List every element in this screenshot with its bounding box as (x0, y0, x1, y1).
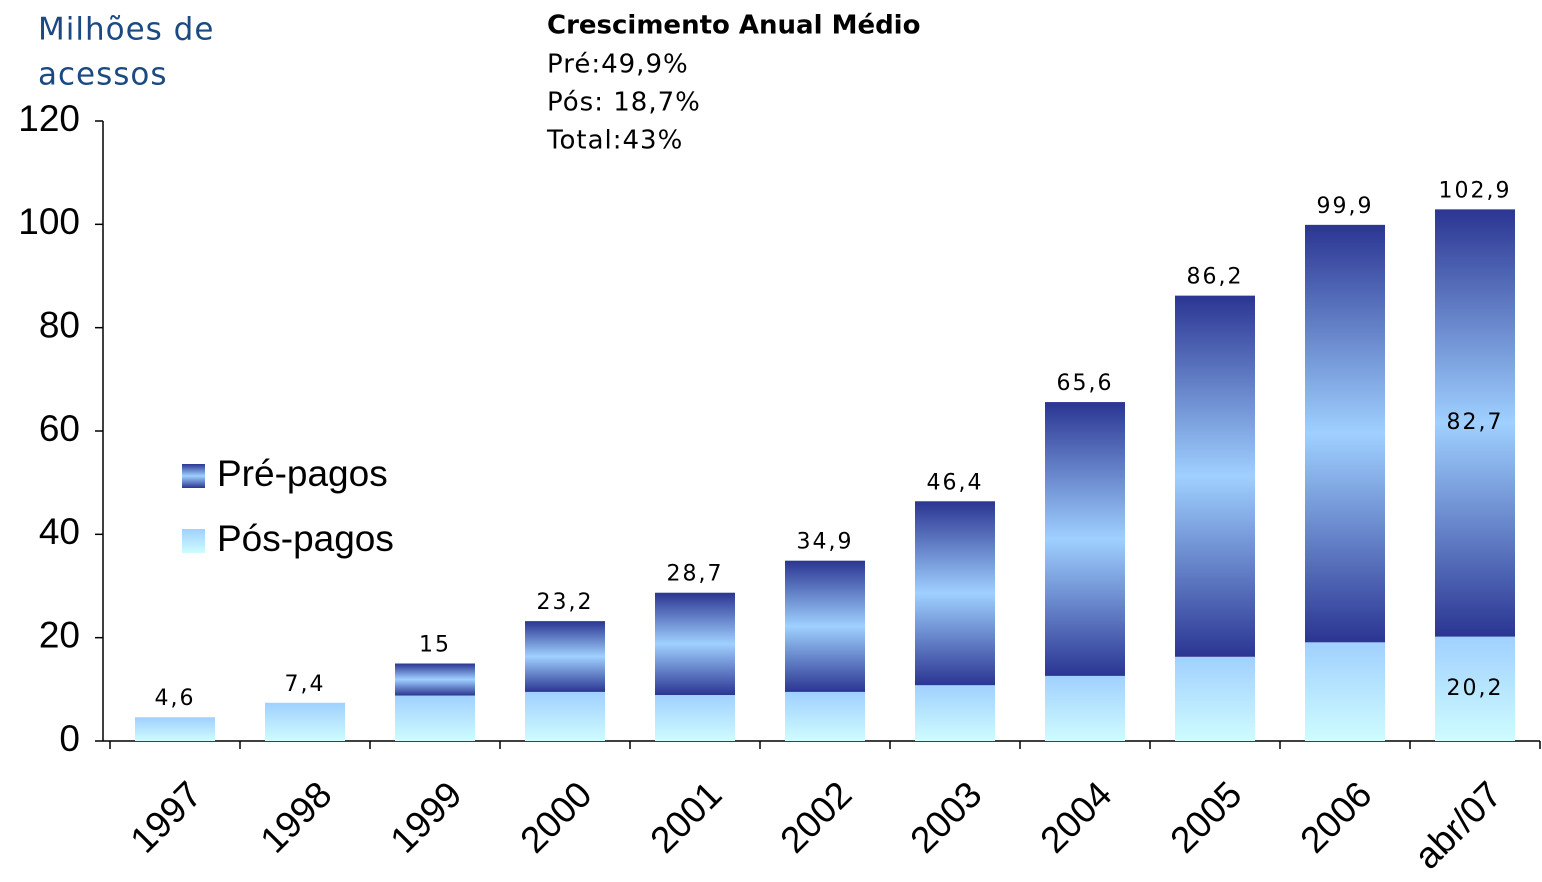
legend-swatch (182, 464, 205, 488)
x-tick-label: abr/07 (1406, 774, 1509, 877)
bar-segment (655, 592, 735, 696)
bar-segment (135, 717, 215, 741)
total-label: 46,4 (927, 470, 984, 495)
total-label: 86,2 (1187, 265, 1244, 290)
y-tick-label: 0 (59, 718, 80, 759)
total-label: 65,6 (1057, 371, 1114, 396)
bar-segment (785, 691, 865, 741)
x-tick-label: 2002 (772, 774, 859, 861)
bar-segment (1175, 295, 1255, 657)
x-tick-label: 2000 (512, 774, 599, 861)
bar-segment (1435, 209, 1515, 637)
y-axis-label: Milhões de (38, 12, 214, 48)
bar-segment (1435, 636, 1515, 741)
bar-segment (525, 691, 605, 741)
x-tick-label: 1999 (382, 774, 469, 861)
bar-segment (785, 560, 865, 692)
total-label: 34,9 (797, 530, 854, 555)
y-tick-label: 120 (18, 98, 80, 139)
legend-swatch (182, 529, 205, 553)
total-label: 28,7 (667, 562, 724, 587)
x-tick-label: 1998 (252, 774, 339, 861)
y-tick-label: 60 (39, 408, 80, 449)
total-label: 102,9 (1439, 178, 1512, 203)
total-label: 23,2 (537, 590, 594, 615)
x-tick-label: 2001 (642, 774, 729, 861)
x-tick-label: 2004 (1032, 774, 1119, 861)
bar-segment (915, 501, 995, 686)
x-tick-label: 2005 (1162, 774, 1249, 861)
segment-label: 20,2 (1447, 676, 1504, 701)
bar-segment (1045, 675, 1125, 741)
bar-segment (395, 695, 475, 741)
bar-segment (1305, 224, 1385, 643)
total-label: 99,9 (1317, 194, 1374, 219)
annotation: Pós: 18,7% (547, 88, 701, 118)
y-tick-label: 20 (39, 614, 80, 655)
y-tick-label: 100 (18, 201, 80, 242)
x-tick-label: 2006 (1292, 774, 1379, 861)
legend-label: Pré-pagos (217, 453, 388, 494)
bar-segment (1045, 402, 1125, 676)
annotation-title: Crescimento Anual Médio (547, 11, 920, 41)
total-label: 15 (419, 633, 451, 658)
bar-segment (265, 702, 345, 741)
y-tick-label: 80 (39, 304, 80, 345)
bar-segment (1175, 656, 1255, 741)
y-tick-label: 40 (39, 511, 80, 552)
x-tick-label: 2003 (902, 774, 989, 861)
x-tick-label: 1997 (122, 774, 209, 861)
total-label: 7,4 (285, 672, 326, 697)
segment-label: 82,7 (1447, 410, 1504, 435)
bar-segment (915, 685, 995, 741)
annotation: Total:43% (546, 126, 683, 156)
annotation: Pré:49,9% (547, 50, 689, 80)
bar-segment (395, 663, 475, 696)
bar-segment (1305, 642, 1385, 741)
y-axis-label: acessos (38, 57, 168, 93)
bar-segment (655, 695, 735, 741)
total-label: 4,6 (155, 686, 196, 711)
bar-segment (525, 621, 605, 692)
legend-label: Pós-pagos (217, 518, 394, 559)
